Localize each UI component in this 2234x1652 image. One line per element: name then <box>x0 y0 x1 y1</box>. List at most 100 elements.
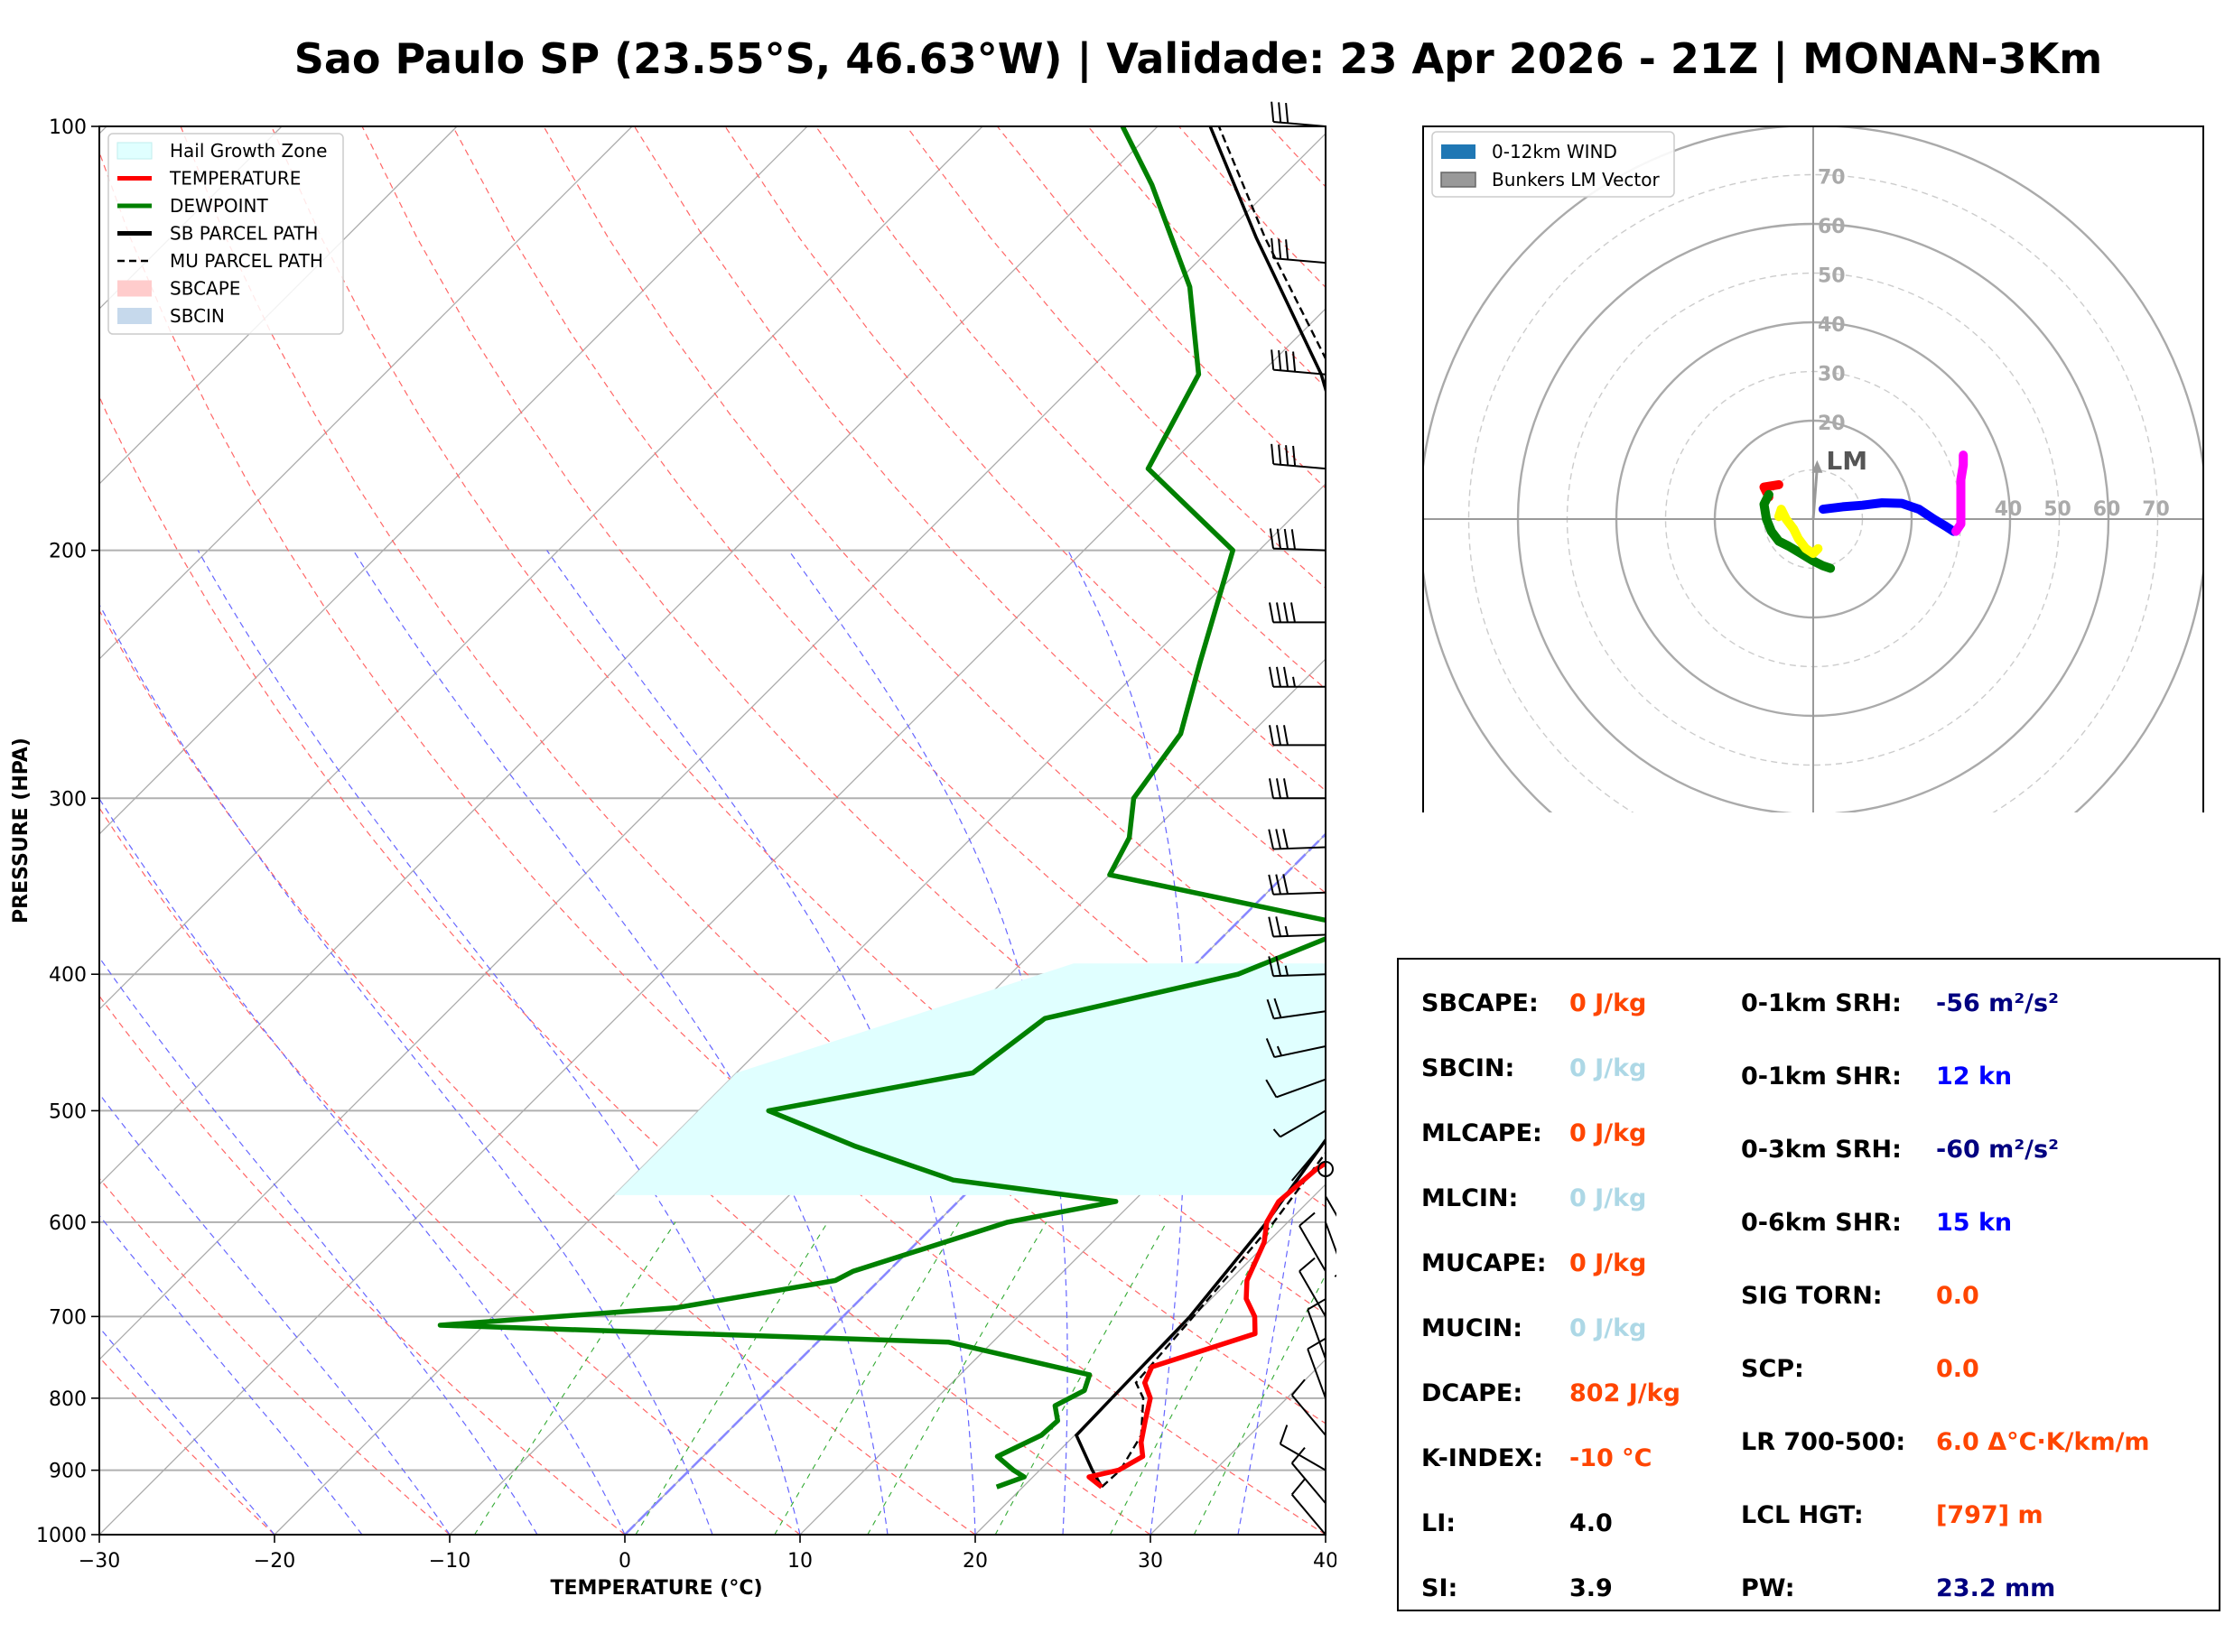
index-value: 0 J/kg <box>1569 1184 1646 1212</box>
index-value: 0 J/kg <box>1569 1054 1646 1082</box>
moist-adiabat-line <box>99 1092 451 1535</box>
wind-barb <box>1269 725 1326 747</box>
sb-parcel-path <box>1074 126 1326 1489</box>
barb-flag <box>1276 528 1282 550</box>
index-label: 0-6km SHR: <box>1741 1209 1902 1237</box>
y-tick-label: 800 <box>49 1388 87 1411</box>
x-tick-label: −30 <box>79 1550 120 1573</box>
hodo-segment <box>1818 498 1959 536</box>
barb-flag <box>1285 239 1289 260</box>
isotherm-line <box>99 126 283 310</box>
wind-barb <box>1290 1478 1326 1536</box>
barb-flag <box>1283 528 1289 550</box>
hodo-ring-label: 50 <box>2043 498 2071 521</box>
moist-adiabat-line <box>99 1326 275 1535</box>
index-value: -56 m²/s² <box>1936 989 2059 1017</box>
barb-staff <box>1290 1493 1326 1536</box>
isotherm-line <box>449 658 1326 1535</box>
barb-staff <box>1273 368 1326 376</box>
freezing-isotherm <box>624 832 1326 1535</box>
index-label: MLCAPE: <box>1421 1119 1542 1147</box>
index-label: SI: <box>1421 1574 1457 1602</box>
dewpoint-line <box>437 126 1326 1490</box>
barb-flag <box>1276 666 1281 687</box>
wind-barb <box>1290 1139 1326 1182</box>
barb-staff <box>1273 846 1326 850</box>
wind-barb <box>1265 1078 1326 1099</box>
barb-half-flag <box>1272 1128 1281 1138</box>
barb-staff <box>1273 933 1326 938</box>
hodo-ring-label: 70 <box>1818 167 1846 190</box>
barb-flag <box>1265 1038 1276 1058</box>
hodograph-frame <box>1422 125 2204 812</box>
wind-barb <box>1265 1038 1326 1059</box>
bunkers-lm-arrow <box>1811 467 1819 520</box>
barb-staff <box>1273 463 1326 470</box>
barb-flag <box>1285 445 1289 466</box>
isotherm-line <box>624 833 1326 1535</box>
y-tick-label: 100 <box>49 116 87 139</box>
isotherm-line <box>799 1008 1326 1535</box>
dry-adiabat-line <box>543 126 1326 998</box>
barb-flag <box>1271 101 1275 123</box>
index-label: 0-3km SRH: <box>1741 1136 1902 1164</box>
index-value: 3.9 <box>1569 1574 1613 1602</box>
barb-flag <box>1273 998 1282 1018</box>
wind-barb <box>1268 955 1326 978</box>
isotherm-line <box>99 308 1326 1535</box>
barb-flag <box>1307 1338 1326 1350</box>
barb-staff <box>1273 1010 1326 1020</box>
wind-barb <box>1325 1221 1336 1277</box>
y-tick-label: 200 <box>49 541 87 563</box>
mixing-ratio-line <box>867 1221 1047 1535</box>
barb-flag <box>1290 602 1296 623</box>
barb-staff <box>1280 1109 1326 1138</box>
barb-flag <box>1282 828 1289 849</box>
y-tick-label: 300 <box>49 788 87 811</box>
moist-adiabat-line <box>1325 1532 1326 1535</box>
index-label: 0-1km SRH: <box>1741 989 1902 1017</box>
legend-label: SBCAPE <box>170 278 240 300</box>
barb-flag <box>1292 351 1297 372</box>
isotherm-line <box>99 126 983 1010</box>
barb-flag <box>1278 102 1282 123</box>
legend-label: Hail Growth Zone <box>170 140 327 162</box>
barb-flag <box>1269 666 1274 687</box>
barb-staff <box>1273 547 1326 552</box>
barb-flag <box>1275 829 1282 849</box>
dry-adiabat-line <box>451 126 1326 1102</box>
isotherm-line <box>274 483 1326 1535</box>
index-value: 802 J/kg <box>1569 1379 1680 1407</box>
hodo-segment <box>1773 505 1823 559</box>
dry-adiabat-line <box>99 609 976 1535</box>
skew-t-legend: Hail Growth Zone TEMPERATURE DEWPOINT SB PA… <box>107 133 344 335</box>
barb-flag <box>1266 998 1275 1019</box>
index-value: 0.0 <box>1936 1355 1979 1383</box>
index-value: 6.0 Δ°C·K/km/m <box>1936 1428 2150 1456</box>
dry-adiabat-line <box>180 126 1326 1425</box>
hodo-ring-label: 30 <box>1818 364 1846 386</box>
isotherm-line <box>1325 1534 1326 1535</box>
wind-barb <box>1307 1338 1326 1399</box>
y-tick-label: 500 <box>49 1100 87 1123</box>
wind-barb <box>1290 1378 1326 1436</box>
isotherm-line <box>99 126 458 485</box>
mixing-ratio-line <box>635 1221 829 1535</box>
barb-staff <box>1280 1443 1326 1471</box>
barb-flag <box>1290 529 1297 550</box>
isotherm-line <box>99 126 1159 1185</box>
barb-flag <box>1269 778 1274 799</box>
bunkers-lm-arrowhead <box>1811 459 1823 473</box>
dry-adiabat-line <box>996 126 1326 489</box>
barb-staff <box>1325 1221 1336 1255</box>
barb-flag <box>1278 238 1282 259</box>
barb-flag <box>1290 1446 1306 1464</box>
index-label: LR 700-500: <box>1741 1428 1905 1456</box>
barb-staff <box>1307 1309 1326 1360</box>
barb-flag <box>1299 1211 1316 1227</box>
mu-parcel-path <box>1101 126 1326 1489</box>
moist-adiabat-line <box>352 550 889 1535</box>
wind-barb <box>1271 237 1326 265</box>
barb-flag <box>1292 445 1297 467</box>
legend-label: TEMPERATURE <box>169 168 301 190</box>
